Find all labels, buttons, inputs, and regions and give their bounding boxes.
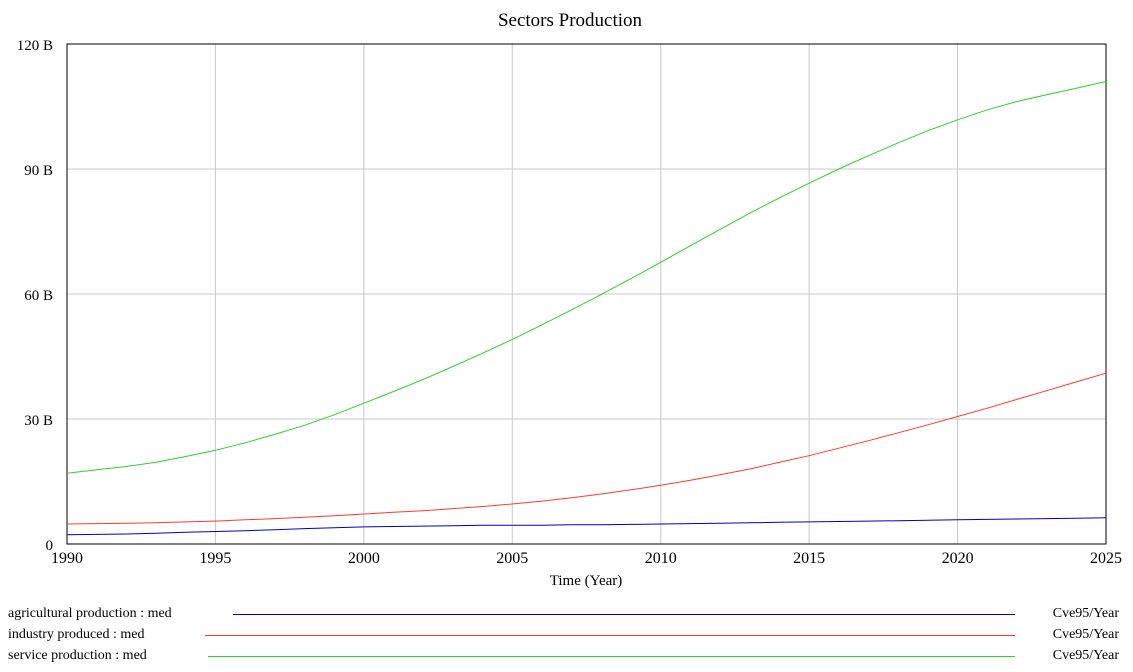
series-line-0 [66,517,1107,536]
x-tick-label: 2025 [1090,550,1122,567]
legend-entry-industry: industry produced : med Cve95/Year [0,625,1133,647]
x-tick-label: 1995 [199,550,231,567]
x-tick-label: 2020 [942,550,974,567]
y-tick-label: 30 B [24,413,53,429]
x-tick-label: 2015 [793,550,825,567]
legend-swatch [208,656,1015,657]
series-line-1 [66,372,1107,525]
x-axis-label: Time (Year) [550,573,623,589]
y-tick-label: 0 [46,538,54,554]
legend-swatch [233,614,1015,615]
legend-label: agricultural production : med [8,606,172,621]
legend-unit: Cve95/Year [1052,627,1119,642]
y-tick-label: 120 B [17,38,53,54]
legend-entry-service: service production : med Cve95/Year [0,646,1133,668]
x-tick-label: 2010 [645,550,677,567]
legend-unit: Cve95/Year [1052,648,1119,663]
x-axis: 1990 1995 2000 2005 2010 2015 2020 2025 [51,550,1122,567]
chart: Sectors Production 0 30 B 60 B 90 B 120 B 19… [17,10,1122,589]
legend-unit: Cve95/Year [1052,606,1119,621]
series-group [66,81,1107,536]
legend-entry-agricultural: agricultural production : med Cve95/Year [0,604,1133,626]
legend-label: service production : med [8,648,147,663]
plot-frame [66,43,1107,545]
chart-title: Sectors Production [498,10,643,31]
series-line-2 [66,81,1107,474]
x-tick-label: 2000 [348,550,380,567]
y-axis: 0 30 B 60 B 90 B 120 B [17,38,53,554]
y-tick-label: 90 B [24,163,53,179]
legend-label: industry produced : med [8,627,145,642]
x-tick-label: 1990 [51,550,83,567]
grid [67,44,1106,544]
legend-swatch [205,635,1015,636]
y-tick-label: 60 B [24,288,53,304]
x-tick-label: 2005 [496,550,528,567]
